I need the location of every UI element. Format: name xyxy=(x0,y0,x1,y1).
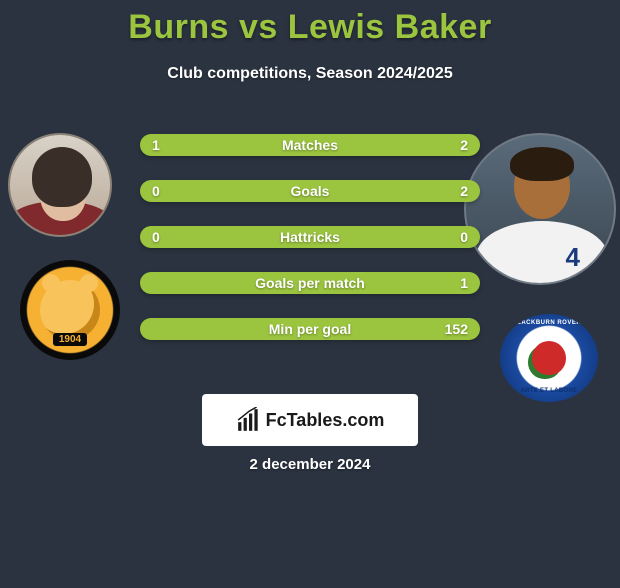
stat-label: Min per goal xyxy=(140,321,480,337)
rose-icon xyxy=(532,341,566,375)
stat-row-gpm: Goals per match 1 xyxy=(140,272,480,294)
date-text: 2 december 2024 xyxy=(0,456,620,473)
stat-value-right: 2 xyxy=(460,137,468,153)
club-left-year: 1904 xyxy=(53,333,87,346)
stat-value-right: 1 xyxy=(460,275,468,291)
stat-row-matches: 1 Matches 2 xyxy=(140,134,480,156)
club-right-motto: ARTE ET LABORE xyxy=(521,388,578,394)
stat-label: Hattricks xyxy=(140,229,480,245)
stat-value-right: 0 xyxy=(460,229,468,245)
player-right-hair xyxy=(510,147,574,181)
stat-value-left: 0 xyxy=(152,229,160,245)
player-left-club-badge: 1904 xyxy=(20,260,120,360)
stat-value-right: 2 xyxy=(460,183,468,199)
stat-row-mpg: Min per goal 152 xyxy=(140,318,480,340)
stats-rows: 1 Matches 2 0 Goals 2 0 Hattricks 0 Goal… xyxy=(140,134,480,364)
stat-label: Goals xyxy=(140,183,480,199)
stat-label: Matches xyxy=(140,137,480,153)
player-left-face xyxy=(40,169,86,221)
stat-row-hattricks: 0 Hattricks 0 xyxy=(140,226,480,248)
stat-label: Goals per match xyxy=(140,275,480,291)
subtitle: Club competitions, Season 2024/2025 xyxy=(0,65,620,83)
stat-value-right: 152 xyxy=(445,321,468,337)
stat-value-left: 0 xyxy=(152,183,160,199)
stat-row-goals: 0 Goals 2 xyxy=(140,180,480,202)
comparison-container: Burns vs Lewis Baker Club competitions, … xyxy=(0,8,620,83)
player-right-shirt xyxy=(476,221,608,285)
stat-value-left: 1 xyxy=(152,137,160,153)
bar-chart-icon xyxy=(236,407,262,433)
player-right-club-badge: BLACKBURN ROVERS ARTE ET LABORE xyxy=(500,314,598,402)
brand-text: FcTables.com xyxy=(266,410,385,431)
player-right-number: 4 xyxy=(566,242,580,273)
page-title: Burns vs Lewis Baker xyxy=(0,8,620,47)
player-left-avatar xyxy=(8,133,112,237)
brand-box: FcTables.com xyxy=(202,394,418,446)
tiger-icon xyxy=(40,280,100,340)
club-right-name: BLACKBURN ROVERS xyxy=(512,320,585,326)
player-right-avatar: 4 xyxy=(464,133,616,285)
